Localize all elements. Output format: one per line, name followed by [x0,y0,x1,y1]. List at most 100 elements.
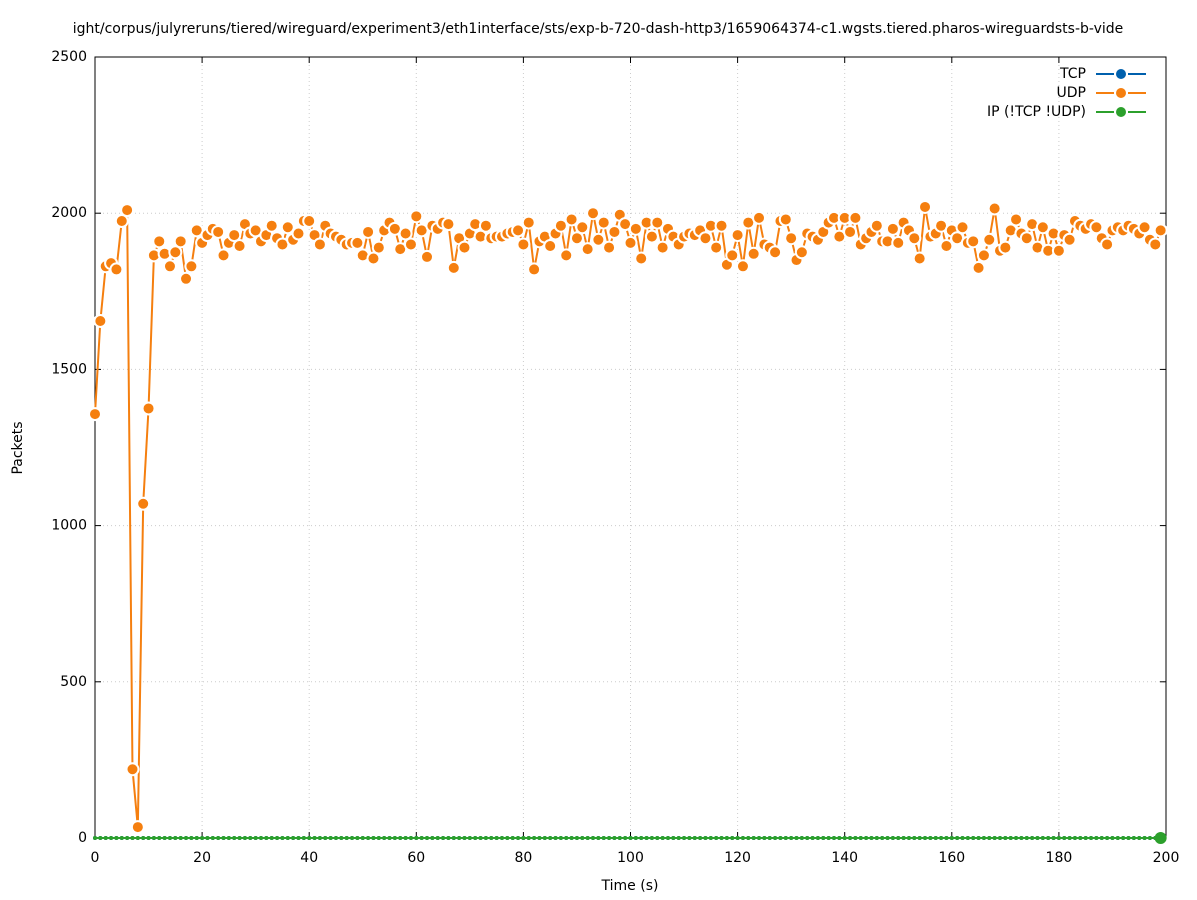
point [923,836,928,840]
point [752,210,767,225]
point [489,836,494,840]
point [939,836,944,840]
point [602,240,617,255]
point [842,836,847,840]
point [617,836,622,840]
point [510,836,515,840]
point [1040,836,1045,840]
point [264,836,269,840]
point [414,836,419,840]
point [1035,836,1040,840]
point [778,836,783,840]
point [178,836,183,840]
point [880,836,885,840]
point [768,245,783,260]
point [933,836,938,840]
point [344,836,349,840]
legend-marker [1116,88,1126,98]
x-tick-label: 40 [300,850,318,866]
point [650,215,665,230]
point [1078,836,1083,840]
point [1153,223,1168,238]
point [516,237,531,252]
y-tick-label: 2500 [51,49,87,65]
point [120,203,135,218]
point [184,836,189,840]
point [467,836,472,840]
point [896,836,901,840]
point [285,836,290,840]
point [1072,836,1077,840]
point [971,836,976,840]
y-tick-label: 0 [78,830,87,846]
chart-title: ight/corpus/julyreruns/tiered/wireguard/… [73,21,1124,37]
point [971,260,986,275]
point [446,836,451,840]
point [312,237,327,252]
point [714,218,729,233]
point [874,836,879,840]
point [333,836,338,840]
point [473,836,478,840]
point [612,836,617,840]
point [891,235,906,250]
point [596,215,611,230]
point [350,235,365,250]
point [751,836,756,840]
point [392,836,397,840]
point [280,836,285,840]
point [746,246,761,261]
point [987,836,992,840]
point [762,836,767,840]
point [189,836,194,840]
point [141,836,146,840]
point [382,836,387,840]
point [918,199,933,214]
x-tick-label: 60 [407,850,425,866]
point [302,214,317,229]
point [639,836,644,840]
point [698,836,703,840]
point [789,836,794,840]
point [794,245,809,260]
point [114,836,119,840]
point [826,836,831,840]
point [1094,836,1099,840]
point [430,836,435,840]
point [141,401,156,416]
point [1148,237,1163,252]
legend-label: TCP [1059,66,1086,82]
point [1019,836,1024,840]
point [328,836,333,840]
x-tick-label: 180 [1046,850,1073,866]
point [114,214,129,229]
point [478,218,493,233]
point [441,217,456,232]
point [296,836,301,840]
point [628,836,633,840]
point [152,234,167,249]
point [366,836,371,840]
point [735,259,750,274]
point [864,836,869,840]
point [1142,836,1147,840]
point [837,836,842,840]
point [168,245,183,260]
y-tick-label: 1500 [51,361,87,377]
point [564,836,569,840]
point [1099,836,1104,840]
point [1062,836,1067,840]
point [553,836,558,840]
point [516,836,521,840]
point [1056,836,1061,840]
point [784,231,799,246]
point [848,210,863,225]
point [307,836,312,840]
x-tick-label: 20 [193,850,211,866]
point [162,836,167,840]
point [698,231,713,246]
point [1126,836,1131,840]
point [291,226,306,241]
point [955,836,960,840]
point [280,220,295,235]
